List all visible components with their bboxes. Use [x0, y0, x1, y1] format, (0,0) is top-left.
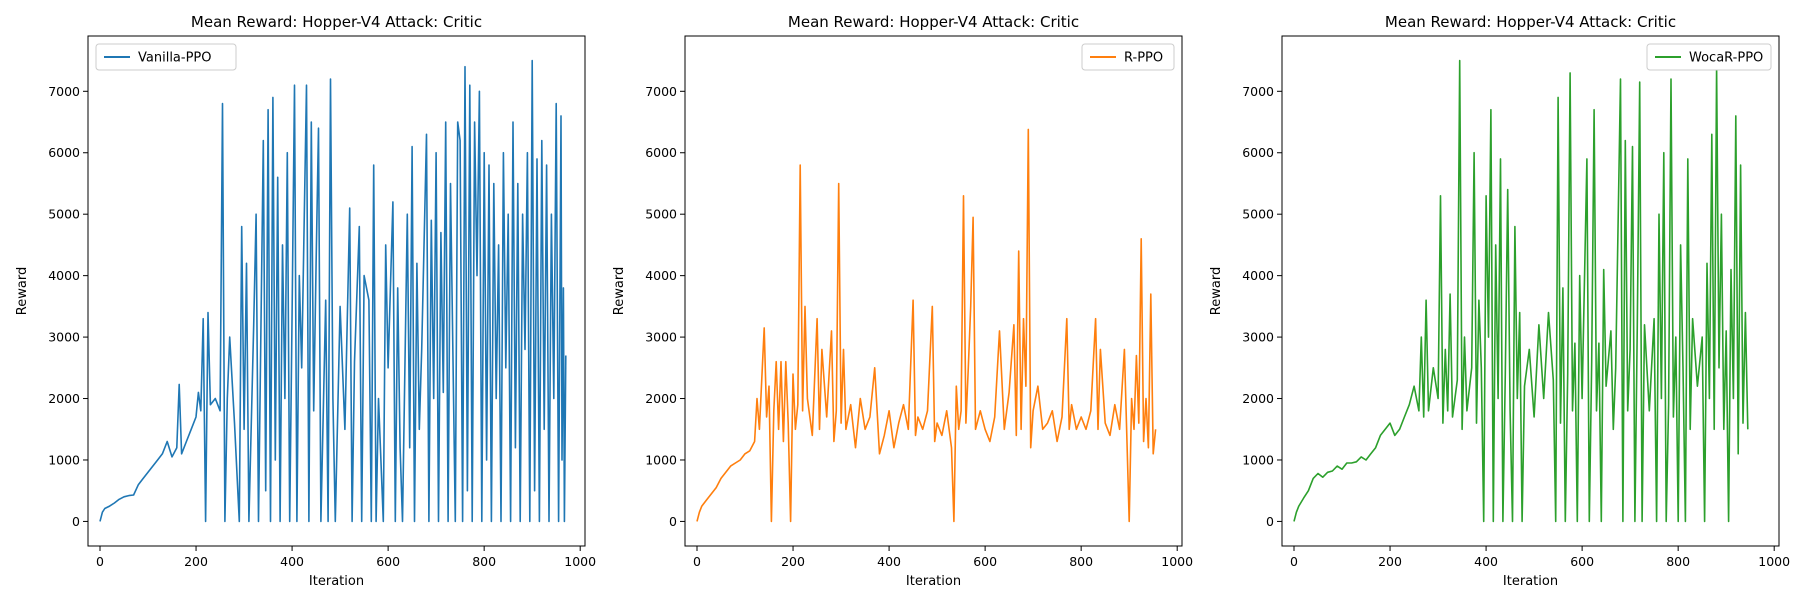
x-tick-label: 600	[376, 554, 400, 569]
y-tick-label: 4000	[1242, 268, 1274, 283]
axes-frame	[87, 35, 586, 547]
x-tick-label: 200	[1378, 554, 1402, 569]
y-tick-label: 3000	[645, 330, 677, 345]
y-tick-label: 4000	[645, 268, 677, 283]
y-tick-label: 1000	[1242, 452, 1274, 467]
x-tick-label: 600	[973, 554, 997, 569]
axes-frame	[1281, 35, 1780, 547]
y-axis-label: Reward	[15, 267, 30, 315]
x-tick-label: 1000	[564, 554, 596, 569]
series-line-vanilla-ppo	[99, 59, 567, 523]
chart-panel-2: Mean Reward: Hopper-V4 Attack: Critic 0 20…	[612, 13, 1193, 589]
x-axis-label: Iteration	[906, 574, 961, 589]
axes-frame	[684, 35, 1183, 547]
x-tick-label: 400	[280, 554, 304, 569]
chart-title: Mean Reward: Hopper-V4 Attack: Critic	[788, 13, 1079, 31]
y-tick-label: 6000	[645, 145, 677, 160]
legend-entry: WocaR-PPO	[1689, 51, 1763, 66]
x-tick-label: 1000	[1161, 554, 1193, 569]
y-tick-label: 2000	[645, 391, 677, 406]
y-tick-label: 2000	[1242, 391, 1274, 406]
y-tick-label: 5000	[1242, 207, 1274, 222]
x-tick-label: 200	[184, 554, 208, 569]
chart-title: Mean Reward: Hopper-V4 Attack: Critic	[191, 13, 482, 31]
y-axis-label: Reward	[612, 267, 627, 315]
x-tick-label: 800	[1666, 554, 1690, 569]
chart-panel-1: Mean Reward: Hopper-V4 Attack: Critic 0 20…	[15, 13, 596, 589]
y-tick-label: 5000	[48, 207, 80, 222]
legend-entry: Vanilla-PPO	[138, 51, 212, 66]
y-tick-label: 7000	[48, 84, 80, 99]
x-tick-label: 400	[1474, 554, 1498, 569]
series-line-wocar-ppo	[1293, 59, 1749, 523]
y-tick-label: 7000	[1242, 84, 1274, 99]
x-tick-label: 0	[96, 554, 104, 569]
chart-title: Mean Reward: Hopper-V4 Attack: Critic	[1385, 13, 1676, 31]
legend-box	[95, 43, 237, 71]
series-line-r-ppo	[696, 128, 1157, 523]
y-tick-label: 1000	[48, 452, 80, 467]
y-tick-label: 3000	[48, 330, 80, 345]
y-tick-label: 7000	[645, 84, 677, 99]
legend-box	[1081, 43, 1175, 71]
y-tick-label: 0	[669, 514, 677, 529]
legend-entry: R-PPO	[1124, 51, 1163, 66]
y-tick-label: 1000	[645, 452, 677, 467]
y-tick-label: 0	[72, 514, 80, 529]
x-tick-label: 200	[781, 554, 805, 569]
y-tick-label: 4000	[48, 268, 80, 283]
x-tick-label: 400	[877, 554, 901, 569]
x-tick-label: 800	[1069, 554, 1093, 569]
x-tick-label: 800	[472, 554, 496, 569]
legend-box	[1646, 43, 1772, 71]
y-tick-label: 5000	[645, 207, 677, 222]
x-tick-label: 1000	[1758, 554, 1790, 569]
x-tick-label: 600	[1570, 554, 1594, 569]
y-tick-label: 6000	[48, 145, 80, 160]
y-axis-label: Reward	[1209, 267, 1224, 315]
y-tick-label: 6000	[1242, 145, 1274, 160]
chart-panel-3: Mean Reward: Hopper-V4 Attack: Critic 0 20…	[1209, 13, 1790, 589]
x-tick-label: 0	[1290, 554, 1298, 569]
x-tick-label: 0	[693, 554, 701, 569]
y-tick-label: 2000	[48, 391, 80, 406]
x-axis-label: Iteration	[309, 574, 364, 589]
y-tick-label: 0	[1266, 514, 1274, 529]
x-axis-label: Iteration	[1503, 574, 1558, 589]
y-tick-label: 3000	[1242, 330, 1274, 345]
